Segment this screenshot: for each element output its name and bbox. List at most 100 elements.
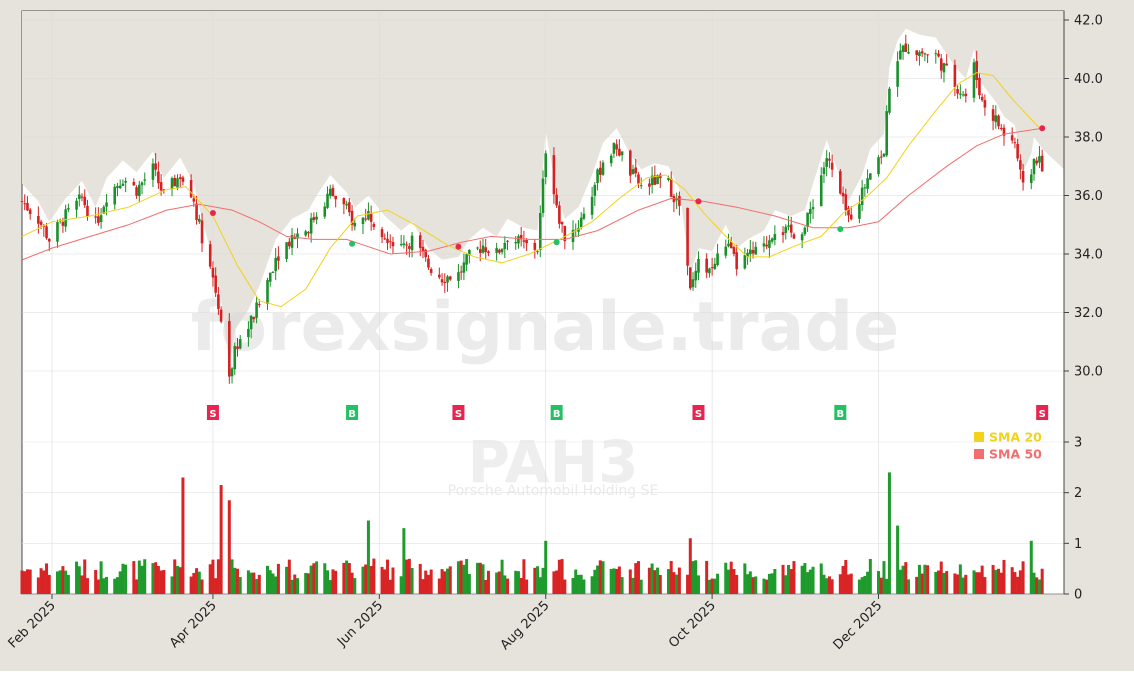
volume-bar [200,579,204,594]
candle-body [792,234,796,239]
volume-bar [525,579,529,594]
candle-body [418,235,422,248]
candle-body [806,212,809,227]
volume-bar [178,567,182,594]
candle-body [751,250,755,254]
candle-body [716,253,719,265]
volume-bar [459,560,463,594]
candle-body [118,185,122,189]
candle-body [577,227,580,232]
volume-bar [476,562,480,594]
candle-body [361,217,365,224]
volume-bar [811,566,815,594]
candle-body [487,251,490,254]
volume-bar [541,567,545,594]
candle-body [438,274,441,278]
volume-bar [446,568,450,594]
volume-bar [975,572,979,594]
volume-bar [696,575,700,594]
candle-body [484,247,488,252]
volume-bar [252,572,256,594]
candle-body [99,215,103,223]
volume-bar [156,566,160,594]
candle-body [162,189,166,191]
volume-bar [942,572,946,594]
volume-bar [55,571,59,594]
volume-bar [296,578,300,594]
candle-body [448,276,452,280]
candle-body [571,229,575,243]
candle-body [828,158,831,161]
volume-bar [838,574,842,594]
volume-bar [822,574,826,594]
buy-signal-label: B [553,409,561,420]
volume-bar [590,576,594,594]
volume-bar [904,562,908,594]
volume-bar [806,572,810,594]
candle-body [503,242,507,249]
candle-body [214,275,217,293]
candle-body [601,162,605,175]
volume-bar [669,560,673,594]
volume-bar [96,579,100,594]
sell-signal-badge [1036,405,1049,420]
candle-body [525,239,528,244]
volume-bar [66,574,70,594]
volume-bar [366,520,370,594]
sell-signal-label: S [695,409,702,420]
candle-body [710,267,714,269]
volume-bar [726,569,730,594]
candle-body [37,215,40,224]
candle-body [405,244,408,246]
volume-bar [462,564,466,594]
candle-body [598,167,602,175]
candle-body [942,63,946,73]
volume-bar [328,580,332,594]
candle-body [901,45,905,52]
candle-body [495,248,498,253]
volume-bar [732,569,736,594]
candle-body [1013,142,1017,144]
volume-bar [353,578,357,594]
candle-body [860,187,864,206]
volume-bar [656,567,660,594]
candle-body [863,187,867,189]
volume-bar [617,566,621,594]
volume-bar [124,564,128,594]
candle-body [383,238,387,240]
candle-body [198,218,201,222]
volume-bar [743,563,747,594]
volume-bar [407,558,411,594]
candle-body [307,232,310,234]
volume-bar [238,577,242,594]
candle-body [56,222,59,242]
volume-bar [227,500,231,594]
candle-body [1032,159,1036,175]
legend-label: SMA 50 [989,447,1042,462]
volume-bar [115,577,119,594]
volume-bar [214,578,218,594]
candle-body [522,240,526,242]
price-tick-label: 32.0 [1074,306,1103,321]
volume-bar [754,576,758,594]
candle-body [217,294,220,309]
candle-body [713,263,717,269]
candle-body [558,205,561,224]
candle-body [211,267,215,278]
candle-body [345,203,348,206]
volume-bar [276,563,280,594]
candle-body [746,252,749,257]
candle-body [904,43,908,53]
candle-body [991,109,995,121]
volume-bar [255,578,259,594]
price-tick-label: 30.0 [1074,365,1103,380]
volume-tick-label: 0 [1074,588,1082,603]
candle-body [514,242,518,244]
volume-bar [64,570,68,594]
candle-body [994,115,998,123]
volume-bar [677,567,681,594]
volume-bar [143,559,147,594]
volume-bar [132,561,136,594]
